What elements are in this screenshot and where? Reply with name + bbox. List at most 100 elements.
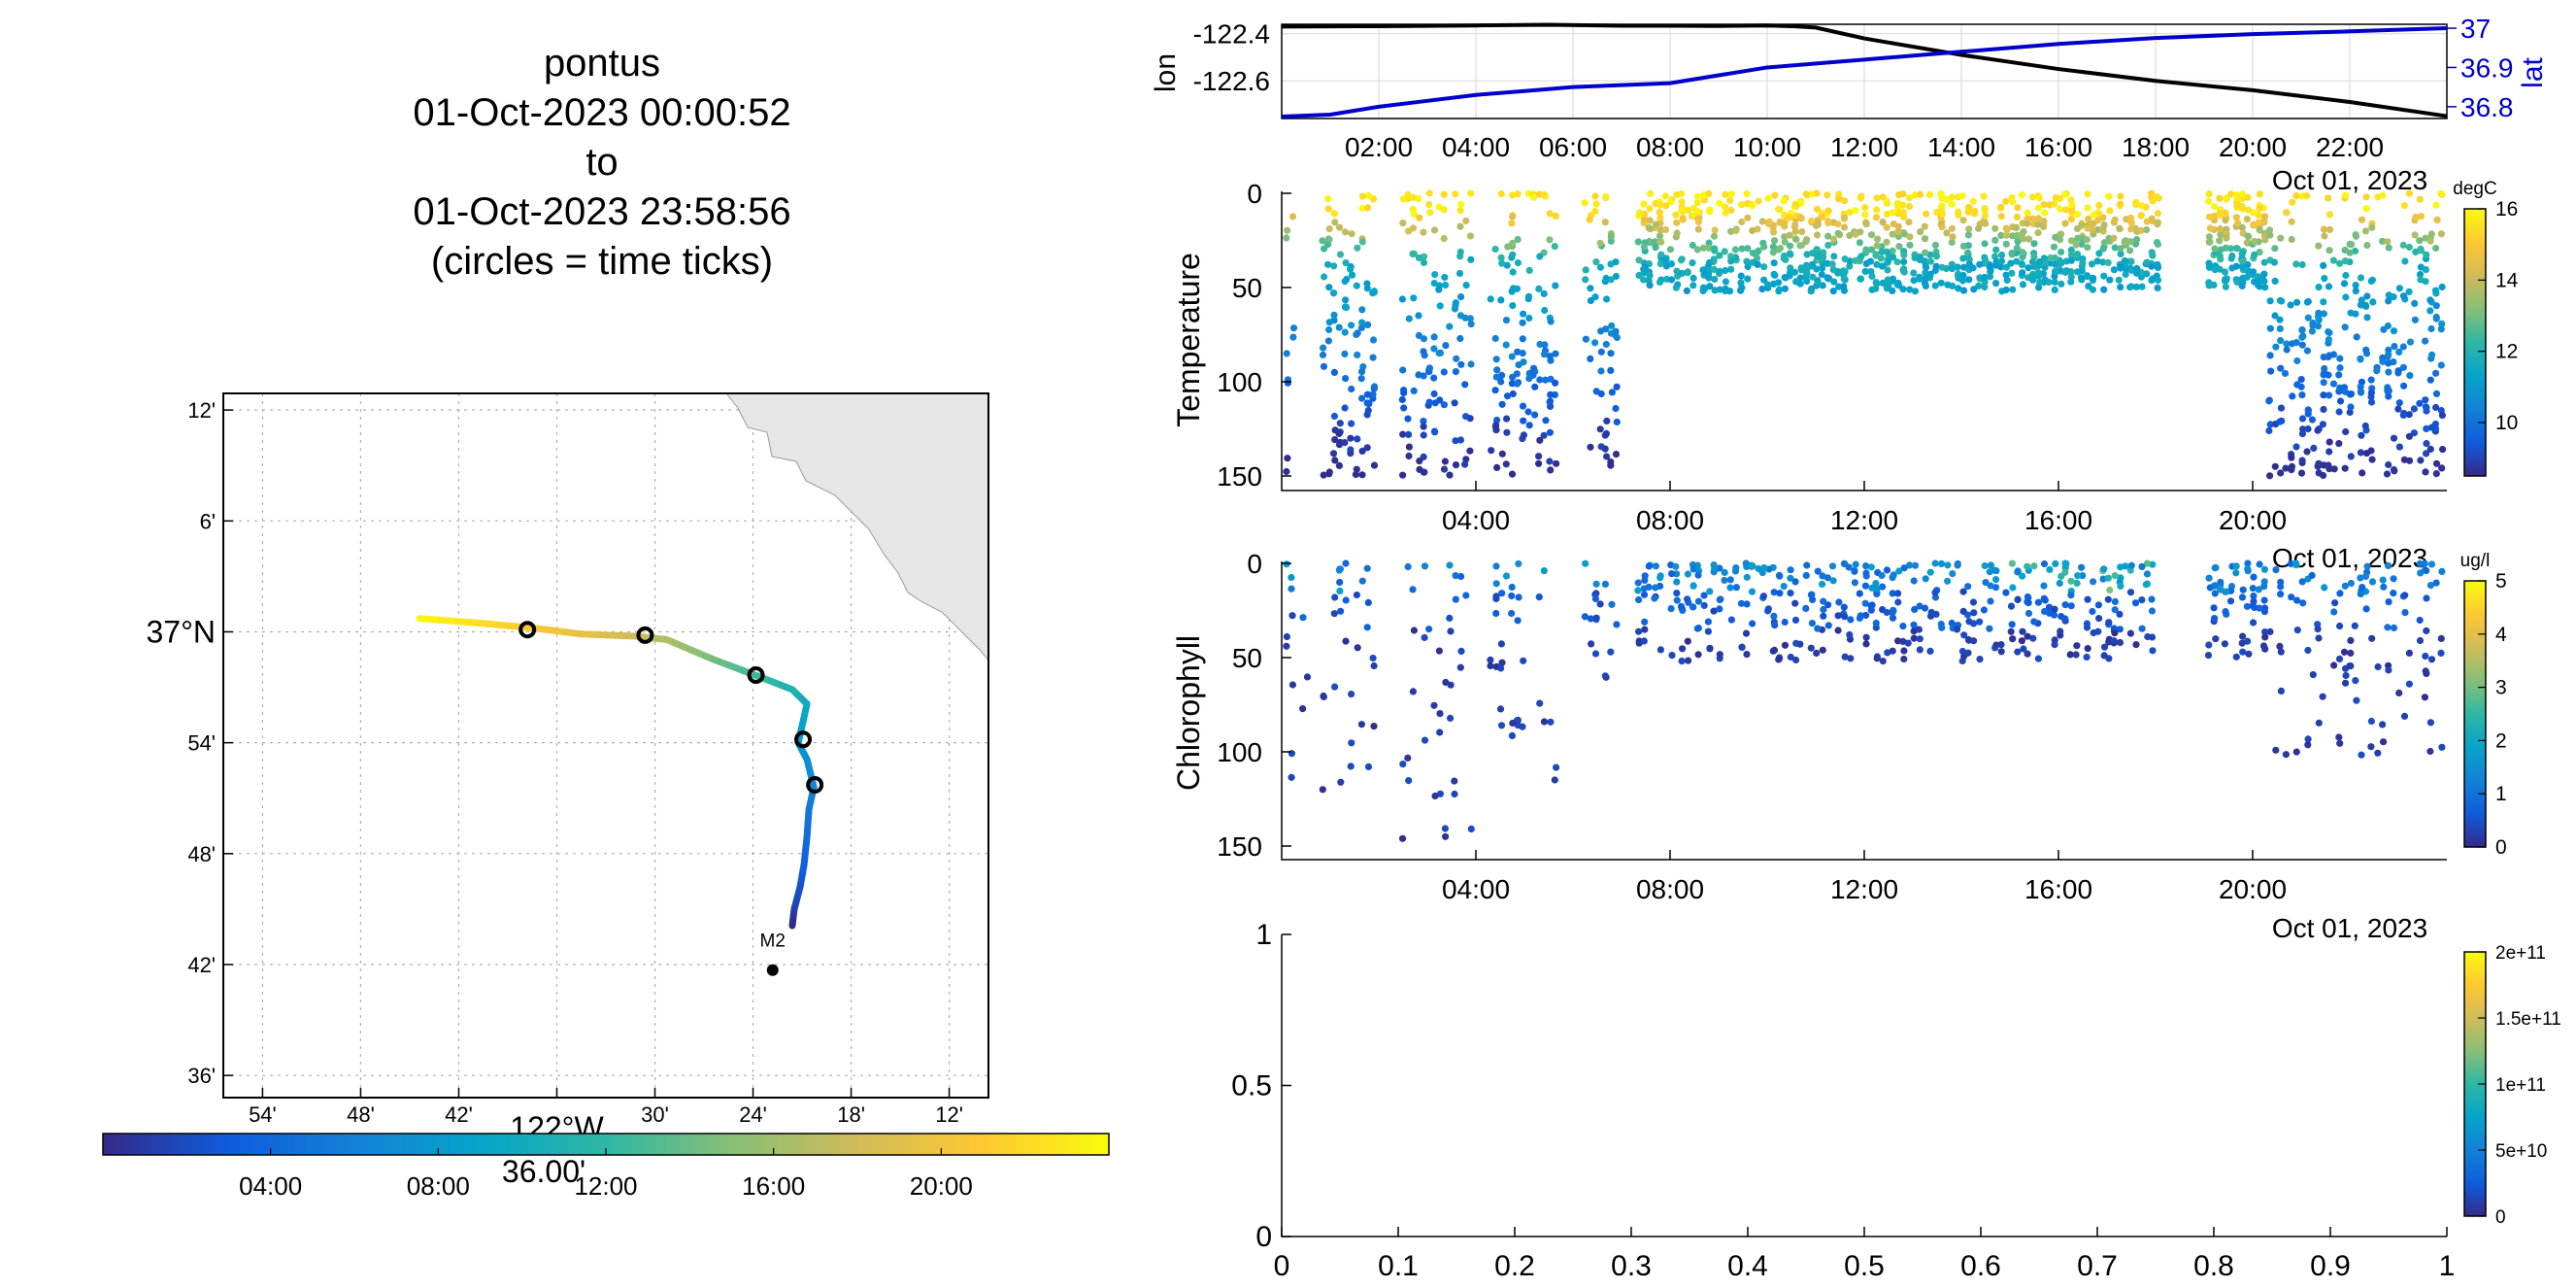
temperature-point (1493, 366, 1501, 374)
temperature-point (1541, 341, 1549, 349)
temperature-point (2067, 273, 2075, 281)
chlorophyll-point (1953, 626, 1961, 633)
temperature-point (1416, 214, 1423, 221)
chlorophyll-point (1819, 580, 1826, 589)
chlorophyll-point (2057, 627, 2064, 635)
temperature-point (1814, 220, 1822, 228)
temperature-point (2367, 376, 2375, 384)
temperature-point (1404, 190, 1412, 198)
temperature-point (1363, 390, 1372, 398)
temperature-point (2341, 257, 2350, 265)
temperature-point (2385, 351, 2392, 358)
temperature-point (2297, 383, 2305, 390)
chlorophyll-point (2105, 619, 2113, 627)
chlorophyll-point (2276, 642, 2284, 651)
map-y-tick-label: 12' (187, 398, 216, 423)
temperature-point (2416, 271, 2425, 279)
temperature-point (1597, 327, 1605, 335)
chlorophyll-point (2379, 576, 2387, 584)
temperature-point (1405, 452, 1413, 460)
chlorophyll-point (1895, 567, 1903, 575)
temperature-y-tick-label: 50 (1232, 273, 1262, 303)
temperature-point (1955, 285, 1962, 292)
temperature-colorbar-tick-label: 10 (2495, 412, 2518, 434)
chlorophyll-point (1840, 603, 1848, 611)
chlorophyll-point (1706, 588, 1714, 595)
temperature-point (1895, 191, 1903, 199)
temperature-point (1721, 248, 1728, 255)
temperature-point (1536, 253, 1544, 260)
temperature-point (2266, 421, 2274, 428)
chlorophyll-point (1451, 790, 1458, 798)
temperature-point (2321, 364, 2328, 373)
chlorophyll-point (1884, 649, 1891, 657)
temperature-point (1900, 258, 1908, 266)
temperature-point (2379, 237, 2387, 245)
temperature-point (1791, 220, 1799, 228)
temperature-point (1602, 274, 1610, 283)
chlorophyll-point (1857, 612, 1864, 620)
chlorophyll-point (2110, 637, 2118, 645)
temperature-point (1852, 230, 1859, 238)
temperature-point (2210, 203, 2219, 211)
temperature-point (1797, 215, 1805, 222)
chlorophyll-point (2361, 572, 2370, 581)
chlorophyll-point (2260, 583, 2268, 591)
chlorophyll-point (2405, 680, 2413, 688)
chlorophyll-point (1652, 584, 1659, 592)
temperature-point (1466, 315, 1474, 322)
temperature-point (2216, 225, 2225, 233)
chlorophyll-point (2002, 589, 2010, 596)
temperature-point (1808, 190, 1816, 198)
temperature-point (1938, 263, 1946, 271)
temperature-point (2394, 367, 2402, 375)
chlorophyll-point (1283, 632, 1290, 641)
chlorophyll-point (1910, 634, 1918, 642)
chlorophyll-point (2304, 741, 2312, 749)
chlorophyll-point (2401, 609, 2409, 617)
chlorophyll-point (2330, 608, 2338, 616)
temperature-point (1899, 201, 1907, 209)
temperature-point (2292, 260, 2300, 268)
temperature-point (1410, 387, 1418, 394)
temperature-point (1457, 360, 1465, 368)
map-x-tick-label: 18' (837, 1102, 865, 1127)
temperature-point (2320, 298, 2327, 306)
chlorophyll-point (2083, 624, 2091, 631)
temperature-point (1797, 242, 1805, 250)
temperature-point (2342, 191, 2350, 199)
chlorophyll-point (1425, 626, 1433, 633)
temperature-point (1981, 212, 1989, 220)
temperature-point (2035, 257, 2044, 266)
temperature-point (2013, 257, 2021, 265)
temperature-point (2276, 296, 2284, 304)
chlorophyll-point (1937, 559, 1946, 568)
empty-panel-x-tick-labels: 0 0.1 0.2 0.3 0.4 0.5 0.6 0.7 0.8 0.9 1 (1274, 1227, 2455, 1282)
temperature-point (1353, 282, 1360, 289)
temperature-point (1446, 322, 1454, 330)
temperature-point (1992, 246, 2000, 254)
chlorophyll-point (1582, 559, 1589, 567)
temperature-point (2233, 194, 2241, 202)
temperature-point (1813, 265, 1821, 273)
chlorophyll-point (1320, 693, 1327, 701)
chlorophyll-point (1949, 570, 1957, 578)
temperature-point (2061, 220, 2069, 227)
temperature-point (2267, 367, 2275, 375)
chlorophyll-point (2423, 566, 2430, 575)
chlorophyll-point (1587, 615, 1594, 623)
temperature-point (2357, 389, 2365, 396)
chlorophyll-point (2308, 571, 2316, 580)
temperature-point (1455, 269, 1464, 278)
temperature-point (1646, 282, 1654, 289)
temperature-point (2238, 223, 2246, 231)
temperature-point (2073, 211, 2082, 219)
temperature-point (2433, 216, 2441, 223)
temperature-point (1652, 220, 1659, 228)
chlorophyll-point (2309, 671, 2317, 679)
temperature-point (1917, 228, 1924, 236)
temperature-point (2008, 269, 2016, 277)
chlorophyll-point (1862, 562, 1870, 570)
temperature-point (1894, 210, 1902, 218)
chlorophyll-point (2111, 606, 2119, 614)
